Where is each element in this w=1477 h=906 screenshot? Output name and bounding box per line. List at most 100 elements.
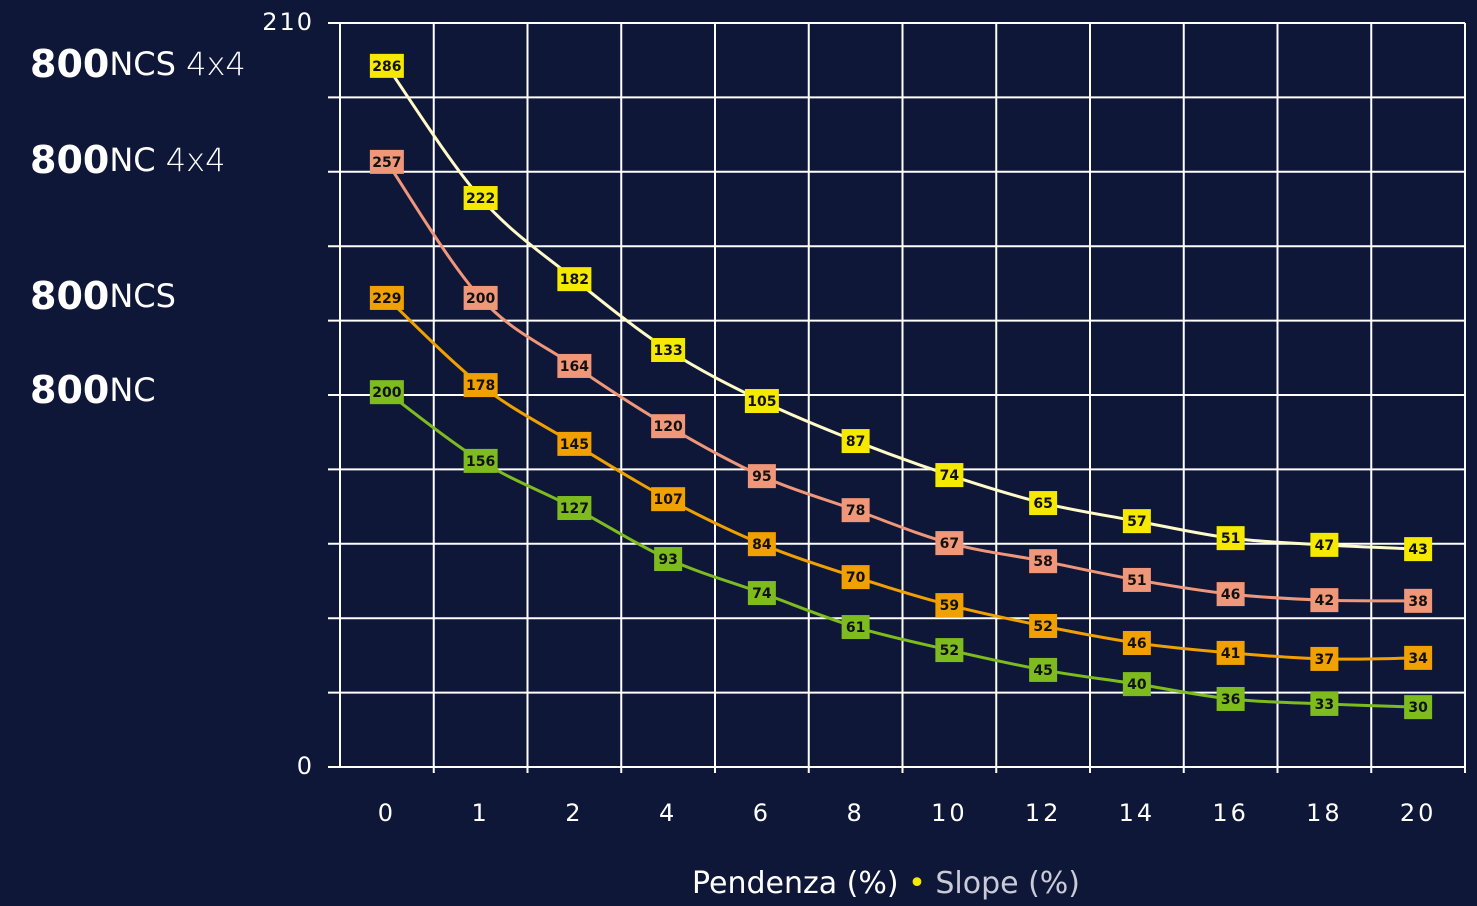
data-label: 107 bbox=[654, 492, 683, 508]
point-marker bbox=[463, 373, 498, 398]
point-marker bbox=[1404, 537, 1433, 562]
point-marker bbox=[1310, 646, 1339, 671]
point-marker bbox=[557, 267, 592, 292]
point-marker bbox=[1029, 613, 1058, 638]
point-marker bbox=[1404, 645, 1433, 670]
point-marker bbox=[1029, 491, 1058, 516]
x-tick-label: 6 bbox=[753, 799, 771, 827]
data-label: 133 bbox=[654, 343, 683, 359]
point-marker bbox=[463, 448, 498, 473]
point-marker bbox=[463, 285, 498, 310]
data-label: 40 bbox=[1127, 677, 1147, 693]
point-marker bbox=[1122, 672, 1151, 697]
point-marker bbox=[369, 285, 404, 310]
point-marker bbox=[1404, 695, 1433, 720]
data-label: 52 bbox=[940, 643, 959, 659]
point-marker bbox=[747, 464, 776, 489]
point-marker bbox=[1310, 588, 1339, 613]
data-label: 93 bbox=[658, 552, 677, 568]
data-label: 95 bbox=[752, 469, 771, 485]
x-tick-label: 14 bbox=[1119, 799, 1156, 827]
point-marker bbox=[747, 532, 776, 557]
y-tick-label: 210 bbox=[262, 8, 314, 36]
data-label: 200 bbox=[372, 385, 401, 401]
data-label: 45 bbox=[1033, 663, 1052, 679]
x-tick-label: 1 bbox=[471, 799, 489, 827]
x-tick-label: 10 bbox=[931, 799, 968, 827]
data-label: 43 bbox=[1408, 542, 1427, 558]
data-label: 36 bbox=[1221, 692, 1240, 708]
legend-label: 800NC 4x4 bbox=[30, 137, 225, 181]
point-marker bbox=[1216, 640, 1245, 665]
data-label: 51 bbox=[1127, 573, 1146, 589]
data-label: 42 bbox=[1315, 593, 1334, 609]
point-marker bbox=[654, 547, 683, 572]
data-label: 286 bbox=[372, 59, 401, 75]
data-label: 74 bbox=[752, 586, 772, 602]
data-label: 74 bbox=[940, 468, 960, 484]
data-label: 229 bbox=[372, 291, 401, 307]
y-tick-label: 0 bbox=[297, 752, 314, 780]
point-marker bbox=[841, 565, 870, 590]
data-label: 105 bbox=[747, 394, 776, 410]
data-label: 178 bbox=[466, 378, 495, 394]
point-marker bbox=[1029, 657, 1058, 682]
data-label: 58 bbox=[1033, 554, 1052, 570]
point-marker bbox=[744, 389, 779, 414]
point-marker bbox=[557, 496, 592, 521]
point-marker bbox=[1216, 526, 1245, 551]
data-label: 46 bbox=[1127, 636, 1146, 652]
data-label: 67 bbox=[940, 536, 959, 552]
data-label: 57 bbox=[1127, 514, 1146, 530]
data-label: 52 bbox=[1033, 619, 1052, 635]
point-marker bbox=[369, 380, 404, 405]
point-marker bbox=[1310, 691, 1339, 716]
point-marker bbox=[557, 431, 592, 456]
x-tick-label: 20 bbox=[1400, 799, 1437, 827]
data-label: 70 bbox=[846, 570, 866, 586]
legend-label: 800NC bbox=[30, 368, 156, 412]
point-marker bbox=[1216, 582, 1245, 607]
point-marker bbox=[841, 429, 870, 454]
data-label: 59 bbox=[940, 598, 959, 614]
data-label: 87 bbox=[846, 434, 865, 450]
data-label: 34 bbox=[1408, 651, 1428, 667]
data-label: 61 bbox=[846, 620, 865, 636]
point-marker bbox=[651, 338, 686, 363]
point-marker bbox=[841, 498, 870, 523]
point-marker bbox=[1216, 686, 1245, 711]
point-marker bbox=[935, 593, 964, 618]
x-axis-title: Pendenza (%) • Slope (%) bbox=[692, 866, 1080, 901]
data-label: 222 bbox=[466, 191, 495, 207]
data-label: 78 bbox=[846, 503, 865, 519]
data-label: 156 bbox=[466, 454, 495, 470]
legend-label: 800NCS 4x4 bbox=[30, 41, 246, 85]
data-label: 46 bbox=[1221, 587, 1240, 603]
data-label: 120 bbox=[654, 419, 683, 435]
point-marker bbox=[935, 638, 964, 663]
data-label: 37 bbox=[1315, 652, 1334, 668]
x-tick-label: 4 bbox=[659, 799, 677, 827]
data-label: 84 bbox=[752, 537, 772, 553]
data-label: 47 bbox=[1315, 538, 1334, 554]
point-marker bbox=[1310, 532, 1339, 557]
data-label: 145 bbox=[560, 437, 589, 453]
point-marker bbox=[1029, 549, 1058, 574]
data-label: 38 bbox=[1408, 594, 1427, 610]
data-label: 30 bbox=[1408, 700, 1428, 716]
point-marker bbox=[463, 186, 498, 211]
point-marker bbox=[935, 463, 964, 488]
data-label: 182 bbox=[560, 272, 589, 288]
data-label: 257 bbox=[372, 155, 401, 171]
point-marker bbox=[369, 149, 404, 174]
point-marker bbox=[557, 353, 592, 378]
point-marker bbox=[369, 53, 404, 78]
point-marker bbox=[841, 615, 870, 640]
point-marker bbox=[1404, 588, 1433, 613]
point-marker bbox=[935, 531, 964, 556]
x-tick-label: 2 bbox=[565, 799, 583, 827]
point-marker bbox=[1122, 631, 1151, 655]
point-marker bbox=[747, 581, 776, 606]
x-tick-label: 8 bbox=[846, 799, 864, 827]
